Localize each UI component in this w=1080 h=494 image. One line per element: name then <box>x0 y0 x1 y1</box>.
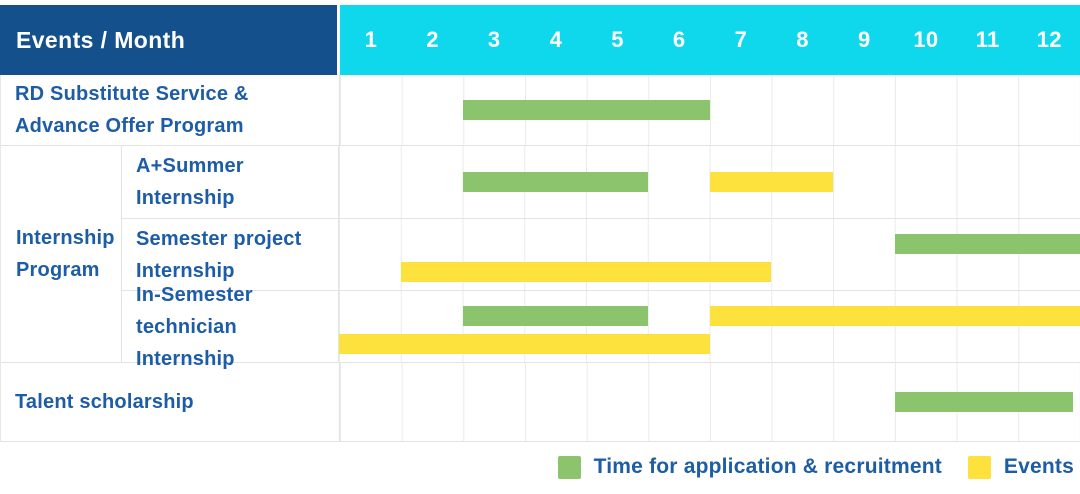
row-label-semester-project: Semester project Internship <box>122 219 339 290</box>
label-line: In-Semester <box>136 283 253 306</box>
gantt-bar-yellow <box>709 306 1080 326</box>
legend-item: Time for application & recruitment <box>557 455 942 479</box>
gantt-bar-yellow <box>709 172 833 192</box>
month-header-cell: 7 <box>734 27 748 52</box>
month-header-cell: 9 <box>857 27 871 52</box>
legend-label: Events <box>1003 455 1074 478</box>
label-line: Internship <box>136 259 235 282</box>
label-line: Semester project <box>136 227 302 250</box>
group-label-internship-program: Internship Program <box>1 146 122 362</box>
internship-subrows: A+Summer Internship Semester project Inter… <box>122 146 1080 370</box>
month-header-cell: 1 <box>364 27 378 52</box>
row-label-a-summer: A+Summer Internship <box>122 146 339 218</box>
label-line: Advance Offer Program <box>15 115 244 137</box>
gantt-bar-green <box>895 392 1073 412</box>
row-label-rd-substitute: RD Substitute Service & Advance Offer Pro… <box>1 75 340 145</box>
month-header-cell: 6 <box>672 27 686 52</box>
row-a-summer: A+Summer Internship <box>122 146 1080 218</box>
label-line: Talent scholarship <box>15 391 194 413</box>
plot-in-semester <box>339 291 1080 362</box>
row-label-talent-scholarship: Talent scholarship <box>1 363 340 441</box>
month-header-cell: 8 <box>796 27 809 52</box>
gantt-bar-green <box>462 306 648 326</box>
legend-swatch-green <box>557 455 581 479</box>
month-header-cell: 4 <box>549 27 563 52</box>
internship-program-group: Internship Program A+Summer Internship Sem… <box>1 146 1080 370</box>
legend-item: Events <box>967 455 1074 479</box>
plot-semester-project <box>339 219 1080 290</box>
legend: Time for application & recruitment Events <box>557 455 1074 479</box>
legend-swatch-yellow <box>967 455 991 479</box>
label-line: Internship <box>16 227 115 249</box>
label-line: A+Summer <box>136 155 244 177</box>
gantt-table: Events / Month 1 2 3 4 5 6 7 8 9 10 11 12 RD Substi… <box>0 5 1080 442</box>
row-rd-substitute: RD Substitute Service & Advance Offer Pro… <box>1 75 1080 146</box>
label-line: technician Internship <box>136 315 237 370</box>
table-body: RD Substitute Service & Advance Offer Pro… <box>0 75 1080 442</box>
gantt-bar-green <box>463 100 710 120</box>
row-in-semester: In-Semester technician Internship <box>122 284 1080 370</box>
row-talent-scholarship: Talent scholarship <box>1 363 1080 442</box>
gantt-bar-green <box>462 172 648 192</box>
row-label-in-semester: In-Semester technician Internship <box>122 284 339 370</box>
events-month-header: Events / Month <box>0 5 337 75</box>
plot-a-summer <box>339 146 1080 218</box>
gantt-bar-yellow <box>400 262 772 282</box>
month-header-cell: 5 <box>611 27 624 52</box>
month-header-row: 1 2 3 4 5 6 7 8 9 10 11 12 <box>340 5 1080 75</box>
label-line: RD Substitute Service & <box>15 83 249 105</box>
month-header-cell: 2 <box>426 27 439 52</box>
month-header-cell: 3 <box>487 27 501 52</box>
month-header-cell: 11 <box>975 27 1000 52</box>
gantt-bar-green <box>894 234 1080 254</box>
month-header-cell: 10 <box>913 27 939 52</box>
plot-rd-substitute <box>340 75 1080 145</box>
label-line: Program <box>16 259 100 281</box>
header-divider <box>337 5 340 75</box>
month-header-cell: 12 <box>1036 27 1062 52</box>
plot-talent-scholarship <box>340 363 1080 441</box>
row-semester-project: Semester project Internship <box>122 218 1080 290</box>
gantt-bar-yellow <box>339 334 710 354</box>
legend-label: Time for application & recruitment <box>593 455 942 478</box>
table-header-row: Events / Month 1 2 3 4 5 6 7 8 9 10 11 12 <box>0 5 1080 75</box>
label-line: Internship <box>136 187 235 209</box>
